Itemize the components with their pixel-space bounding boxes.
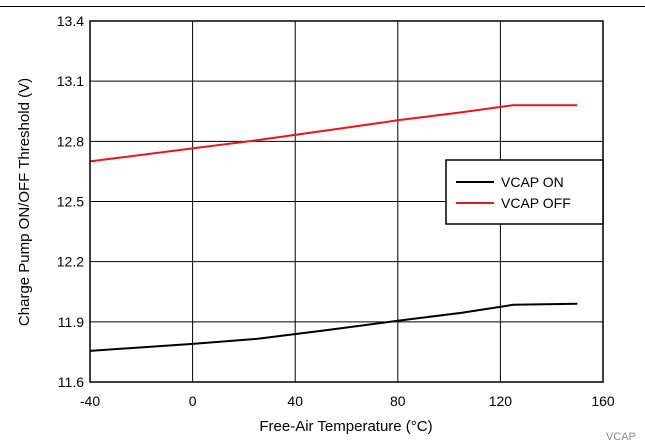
series-line-vcap-on [89,302,578,352]
series-line-vcap-off [89,104,578,163]
legend-box [445,159,604,225]
footnote-label: VCAP [606,431,636,443]
legend: VCAP ON VCAP OFF [445,159,604,225]
legend-label-vcap-on: VCAP ON [501,174,564,190]
y-tick-label: 12.8 [57,133,84,149]
y-tick-labels: 11.6 11.9 12.2 12.5 12.8 13.1 13.4 [57,13,84,390]
y-tick-label: 13.4 [57,13,84,29]
x-tick-labels: -40 0 40 80 120 160 [80,393,615,409]
x-tick-label: 120 [489,393,513,409]
x-tick-label: 160 [591,393,615,409]
y-tick-label: 11.6 [58,374,84,390]
x-tick-label: 40 [287,393,303,409]
x-tick-label: 0 [189,393,197,409]
y-axis-label: Charge Pump ON/OFF Threshold (V) [16,78,33,326]
series-layer [89,104,578,352]
top-rule [0,6,645,7]
y-tick-label: 12.5 [57,194,84,210]
y-tick-label: 12.2 [57,254,84,270]
x-tick-label: -40 [80,393,100,409]
x-axis-label: Free-Air Temperature (°C) [259,418,432,435]
legend-label-vcap-off: VCAP OFF [501,195,571,211]
x-tick-label: 80 [390,393,406,409]
y-tick-label: 11.9 [58,314,84,330]
y-tick-label: 13.1 [57,73,84,89]
